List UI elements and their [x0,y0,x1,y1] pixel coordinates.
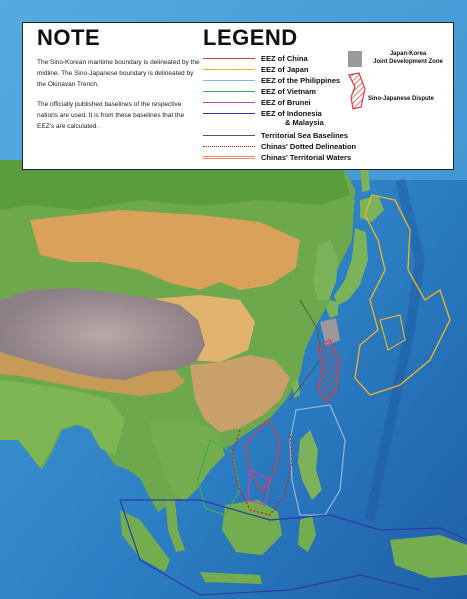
legend-swatch [203,146,255,147]
note-title: NOTE [37,25,101,50]
joint-zone-label: Japan-Korea Joint Development Zone [368,50,448,66]
new-guinea [390,535,467,578]
legend-label: Chinas' Territorial Waters [261,153,352,162]
legend-label: Territorial Sea Baselines [261,131,348,140]
japan-honshu [334,228,368,305]
legend-item-malaysia: & Malaysia [285,117,324,128]
himalaya-ridge [0,352,185,396]
taiwan [292,378,300,398]
legend-label: EEZ of China [261,54,308,63]
legend-label: EEZ of Brunei [261,98,311,107]
japan-kyushu [326,300,338,318]
legend-swatch [203,156,255,159]
legend-swatch [203,135,255,136]
dispute-swatch [348,72,366,110]
legend-title: LEGEND [203,25,298,50]
pacific-trench [365,178,426,521]
legend-item-eez-indonesia: EEZ of Indonesia [203,108,322,119]
malay-peninsula [165,495,185,552]
sulawesi [298,515,316,552]
indian-plain [0,380,125,468]
note-paragraph-1: The Sino-Korean maritime boundary is del… [37,59,200,88]
note-paragraph-2: The officially published baselines of th… [37,101,185,130]
sino-japanese-dispute-zone [317,339,341,404]
joint-development-zone [320,318,340,346]
legend-swatch [203,91,255,92]
japan-hokkaido [360,195,384,222]
java [200,572,262,584]
philippines [298,430,322,500]
legend-item-eez-philippines: EEZ of the Philippines [203,75,340,86]
eez-china-boundary [244,419,281,494]
joint-zone-label-line1: Japan-Korea [389,51,427,57]
legend-swatch [203,102,255,103]
siberia-lowland [0,160,350,210]
legend-item-eez-china: EEZ of China [203,53,308,64]
legend-label: EEZ of Japan [261,65,309,74]
legend-item-territorial-waters: Chinas' Territorial Waters [203,152,351,163]
tibetan-plateau [0,288,205,380]
eez-japan-boundary [354,194,451,396]
legend-label: EEZ of the Philippines [261,76,341,85]
legend-item-eez-vietnam: EEZ of Vietnam [203,86,316,97]
mongolian-highlands [30,210,300,290]
legend-label: & Malaysia [285,118,324,127]
eez-indonesia-boundary [119,499,467,596]
legend-swatch [203,113,255,114]
eez-brunei-boundary [247,469,271,506]
sumatra [120,510,170,572]
legend-swatch [203,58,255,59]
legend-item-baselines: Territorial Sea Baselines [203,130,348,141]
dispute-label: Sino-Japanese Dispute [368,96,435,102]
eez-vietnam-boundary [197,439,241,516]
korean-peninsula [313,240,338,300]
legend-panel: NOTE The Sino-Korean maritime boundary i… [22,22,454,170]
legend-item-eez-japan: EEZ of Japan [203,64,309,75]
legend-item-dotted-delineation: Chinas' Dotted Delineation [203,141,356,152]
indochina [150,420,225,500]
eez-japan-south [379,314,406,351]
joint-zone-label-line2: Joint Development Zone [373,59,443,65]
joint-zone-swatch [348,51,362,67]
legend-label: EEZ of Vietnam [261,87,316,96]
legend-label: EEZ of Indonesia [261,109,322,118]
legend-item-eez-brunei: EEZ of Brunei [203,97,311,108]
legend-swatch [203,80,255,81]
legend-label: Chinas' Dotted Delineation [261,142,357,151]
south-china [190,355,290,432]
legend-swatch [203,69,255,70]
